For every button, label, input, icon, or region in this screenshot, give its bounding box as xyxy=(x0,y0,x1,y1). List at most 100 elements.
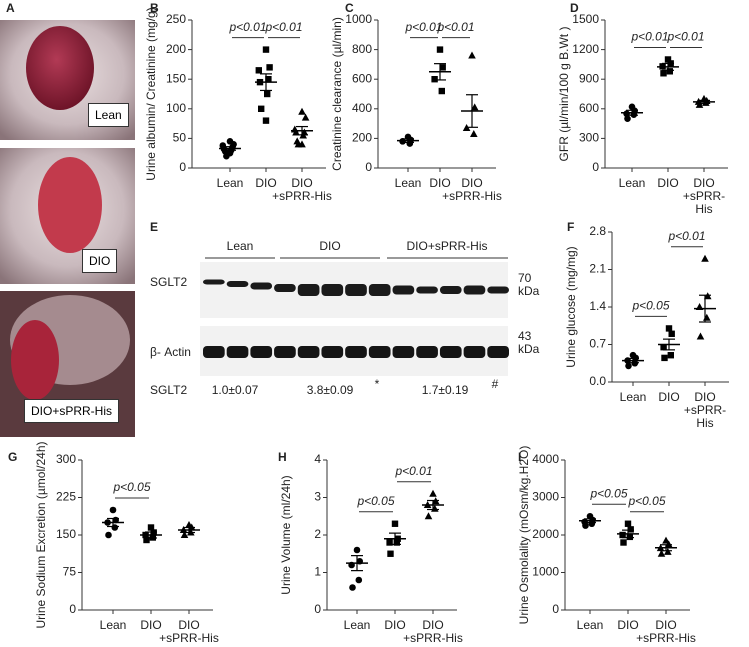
x-tick-label: DIO xyxy=(140,618,162,632)
band xyxy=(345,346,367,358)
y-tick-label: 150 xyxy=(56,527,76,541)
data-point xyxy=(660,343,667,351)
panel-label: E xyxy=(150,220,158,234)
y-tick-label: 0 xyxy=(552,602,559,616)
band xyxy=(203,279,225,285)
kidney xyxy=(11,320,59,400)
data-point xyxy=(660,70,667,77)
significance-label: p<0.01 xyxy=(394,464,432,478)
significance-label: p<0.01 xyxy=(667,229,705,243)
y-tick-label: 3 xyxy=(314,490,321,504)
x-tick-label: DIO xyxy=(657,176,679,190)
panel-label: A xyxy=(6,1,15,15)
y-tick-label: 1200 xyxy=(572,42,599,56)
y-tick-label: 100 xyxy=(166,101,186,115)
data-point xyxy=(265,76,272,83)
significance-label: p<0.05 xyxy=(589,486,627,500)
data-point xyxy=(294,140,303,148)
y-tick-label: 300 xyxy=(579,131,599,145)
y-tick-label: 0 xyxy=(69,602,76,616)
x-tick-label: Lean xyxy=(619,390,647,404)
significance-label: p<0.01 xyxy=(228,20,266,34)
y-axis-label: Urine Osmolality (mOsm/kg.H2O) xyxy=(517,446,531,625)
band xyxy=(250,346,273,358)
data-point xyxy=(661,354,668,362)
band xyxy=(368,284,391,296)
x-tick-label: Lean xyxy=(576,618,604,632)
data-point xyxy=(387,550,394,557)
significance-label: p<0.01 xyxy=(436,20,474,34)
band xyxy=(297,346,320,358)
data-point xyxy=(619,531,626,539)
data-point xyxy=(431,76,438,83)
data-point xyxy=(625,362,632,370)
y-axis-label: Creatinine clearance (µl/min) xyxy=(330,17,344,171)
data-point xyxy=(582,522,589,529)
data-point xyxy=(301,113,310,121)
y-tick-label: 250 xyxy=(166,12,186,26)
data-point xyxy=(626,533,633,541)
data-point xyxy=(180,531,189,538)
y-tick-label: 300 xyxy=(56,452,76,466)
band xyxy=(321,284,344,296)
data-point xyxy=(470,103,479,111)
y-tick-label: 800 xyxy=(352,42,372,56)
size-label: 43 kDa xyxy=(518,329,540,356)
y-tick-label: 1500 xyxy=(572,12,599,26)
panel-label: I xyxy=(518,450,521,464)
y-tick-label: 900 xyxy=(579,71,599,85)
significance-label: p<0.05 xyxy=(356,494,394,508)
y-tick-label: 1000 xyxy=(532,565,559,579)
significance-label: p<0.01 xyxy=(404,20,442,34)
data-point xyxy=(264,90,271,98)
row-label: β- Actin xyxy=(150,345,191,359)
quant-value: 3.8±0.09 xyxy=(306,383,354,397)
band xyxy=(297,284,320,296)
data-point xyxy=(429,489,437,497)
group-label: Lean xyxy=(227,239,254,253)
y-tick-label: 400 xyxy=(352,101,372,115)
data-point xyxy=(105,531,112,539)
data-point xyxy=(353,546,361,554)
data-point xyxy=(255,67,262,74)
data-point xyxy=(624,520,632,527)
data-point xyxy=(298,107,306,115)
y-tick-label: 0.0 xyxy=(589,374,606,388)
significance-label: p<0.05 xyxy=(631,299,669,313)
panel-label: H xyxy=(278,450,287,464)
photo-label: Lean xyxy=(88,103,129,127)
data-point xyxy=(627,526,634,533)
data-point xyxy=(431,504,439,512)
band xyxy=(392,285,415,295)
significance-label: p<0.05 xyxy=(112,480,150,494)
x-tick-label: Lean xyxy=(343,618,371,632)
band xyxy=(416,286,438,294)
panel-label: B xyxy=(150,1,159,15)
data-point xyxy=(355,576,363,584)
band xyxy=(439,286,462,294)
significance-label: p<0.05 xyxy=(627,494,665,508)
band xyxy=(226,281,249,287)
band xyxy=(345,284,367,296)
x-tick-label: DIO xyxy=(429,176,451,190)
x-tick-label: Lean xyxy=(99,618,127,632)
band xyxy=(463,346,486,358)
x-tick-label: DIO +sPRR-His xyxy=(636,618,696,645)
y-tick-label: 0 xyxy=(314,602,321,616)
data-point xyxy=(701,254,709,262)
data-point xyxy=(666,68,673,75)
data-point xyxy=(668,330,675,337)
band xyxy=(321,346,344,358)
y-tick-label: 1.4 xyxy=(589,299,606,313)
y-tick-label: 4000 xyxy=(532,452,559,466)
data-point xyxy=(438,87,445,95)
y-tick-label: 50 xyxy=(173,131,187,145)
significance-label: p<0.01 xyxy=(264,20,302,34)
y-tick-label: 2 xyxy=(314,527,321,541)
y-tick-label: 75 xyxy=(63,565,77,579)
data-point xyxy=(424,512,433,520)
y-tick-label: 200 xyxy=(166,42,186,56)
x-tick-label: DIO +sPRR-His xyxy=(403,618,463,645)
